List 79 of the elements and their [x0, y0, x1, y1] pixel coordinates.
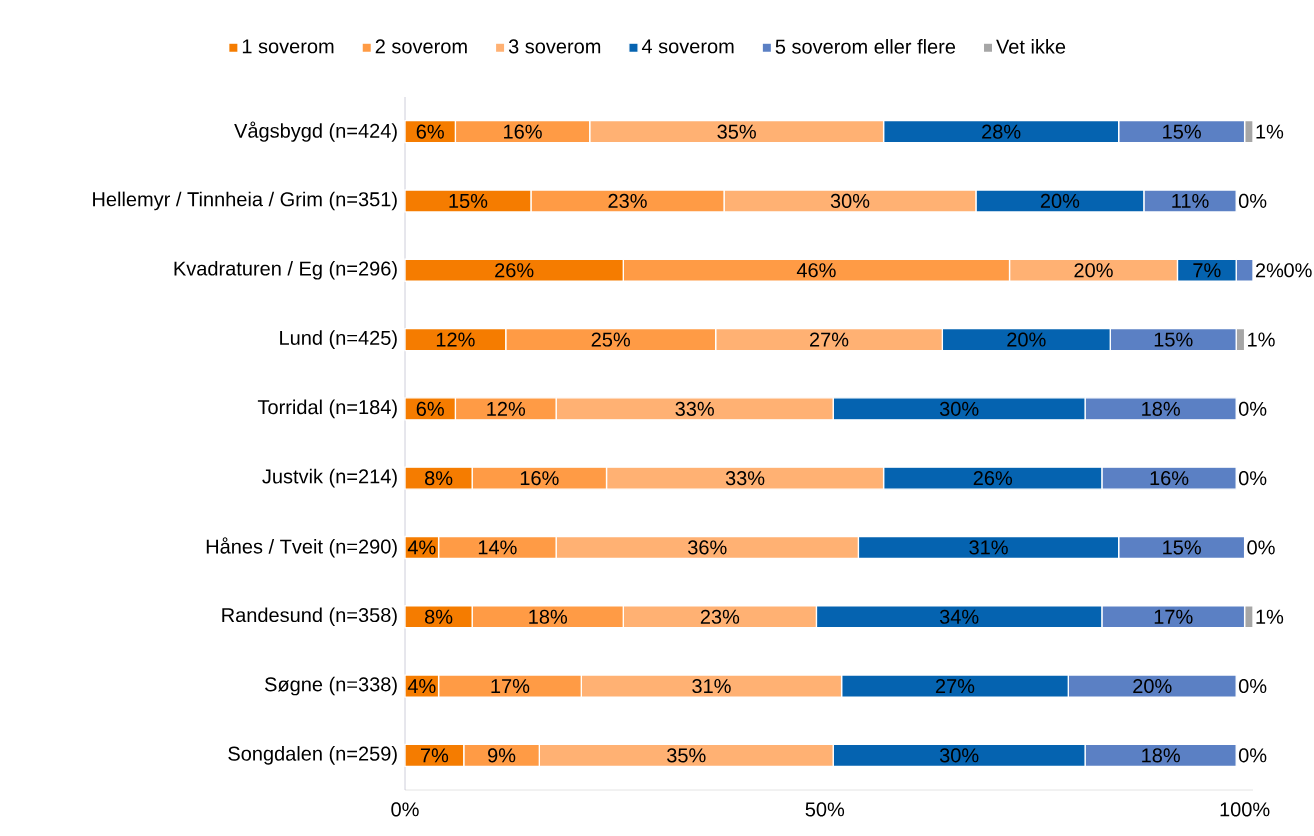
data-label: 6%	[416, 401, 444, 416]
data-label: 20%	[1074, 263, 1113, 278]
x-tick-label: 100%	[1220, 802, 1270, 817]
y-tick-label: Torridal (n=184)	[257, 399, 397, 419]
y-tick-label: Songdalen (n=259)	[228, 746, 397, 765]
data-label: 17%	[491, 679, 530, 694]
data-label: 31%	[969, 540, 1008, 555]
y-tick-label: Justvik (n=214)	[262, 468, 397, 488]
data-label: 16%	[504, 124, 542, 139]
data-label: 20%	[1040, 193, 1080, 209]
data-label: 20%	[1133, 678, 1172, 694]
data-label: 4%	[407, 540, 436, 555]
data-label: 12%	[487, 401, 526, 416]
y-tick-label: Lund (n=425)	[280, 330, 397, 349]
data-label: 1%	[1248, 332, 1275, 347]
legend-label: 4 soverom	[641, 39, 734, 54]
data-label: 23%	[608, 193, 647, 209]
data-label: 0%	[1247, 540, 1275, 555]
data-label: 4%	[407, 679, 436, 694]
x-tick-label: 50%	[805, 802, 845, 817]
legend-label: 2 soverom	[375, 39, 467, 54]
data-label: 46%	[796, 263, 836, 278]
data-label: 26%	[973, 471, 1013, 486]
y-tick-label: Hellemyr / Tinnheia / Grim (n=351)	[93, 191, 397, 211]
data-label: 30%	[939, 748, 979, 763]
data-label: 31%	[692, 678, 731, 694]
data-label: 1%	[1256, 609, 1284, 624]
data-label: 33%	[725, 471, 765, 486]
data-label: 8%	[425, 609, 453, 624]
data-label: 35%	[667, 748, 706, 763]
data-label: 30%	[830, 193, 870, 209]
legend-label: 3 soverom	[508, 39, 601, 54]
data-label: 17%	[1154, 609, 1193, 624]
x-tick-label: 0%	[391, 802, 419, 817]
data-label: 15%	[1163, 540, 1201, 555]
data-label: 2%	[1255, 263, 1284, 278]
data-label: 0%	[1284, 263, 1312, 278]
y-tick-label: Søgne (n=338)	[264, 676, 397, 696]
data-label: 16%	[520, 471, 559, 486]
legend-label: 5 soverom eller flere	[775, 39, 956, 54]
data-label: 7%	[420, 748, 449, 763]
legend-label: Vet ikke	[996, 39, 1066, 54]
data-label: 20%	[1007, 332, 1046, 347]
data-label: 18%	[529, 609, 568, 624]
data-label: 7%	[1193, 263, 1221, 278]
data-label: 15%	[449, 193, 488, 208]
data-label: 35%	[717, 124, 756, 139]
data-label: 23%	[700, 609, 740, 624]
data-label: 30%	[939, 401, 979, 416]
data-label: 36%	[688, 540, 727, 555]
data-label: 12%	[436, 332, 475, 347]
data-label: 0%	[1238, 678, 1267, 694]
data-label: 28%	[982, 124, 1021, 139]
data-label: 27%	[935, 679, 975, 694]
data-label: 33%	[675, 401, 714, 416]
data-label: 6%	[416, 124, 444, 139]
data-label: 8%	[425, 471, 453, 486]
data-label: 9%	[488, 748, 516, 763]
data-label: 0%	[1238, 748, 1267, 763]
data-label: 25%	[591, 332, 630, 347]
data-label: 34%	[939, 609, 979, 624]
y-tick-label: Vågsbygd (n=424)	[234, 121, 397, 142]
data-label: 0%	[1238, 401, 1267, 416]
data-label: 0%	[1238, 471, 1267, 486]
data-label: 16%	[1150, 471, 1189, 486]
data-label: 11%	[1172, 193, 1209, 208]
y-tick-label: Hånes / Tveit (n=290)	[206, 537, 397, 558]
data-label: 15%	[1163, 124, 1201, 139]
data-label: 27%	[810, 332, 849, 347]
data-label: 18%	[1142, 748, 1180, 763]
data-label: 14%	[478, 540, 517, 555]
data-label: 1%	[1256, 124, 1284, 139]
data-label: 26%	[495, 263, 534, 278]
legend-label: 1 soverom	[242, 39, 334, 54]
data-label: 15%	[1154, 332, 1193, 347]
y-tick-label: Kvadraturen / Eg (n=296)	[174, 260, 397, 280]
data-label: 18%	[1142, 401, 1180, 416]
y-tick-label: Randesund (n=358)	[222, 607, 397, 627]
data-label: 0%	[1238, 193, 1267, 209]
